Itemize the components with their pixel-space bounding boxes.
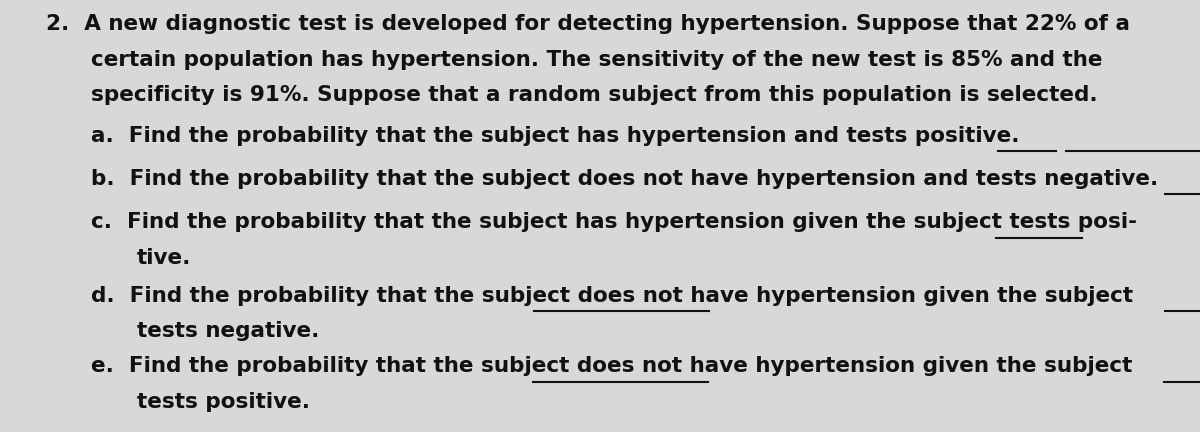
Text: specificity is 91%. Suppose that a random subject from this population is select: specificity is 91%. Suppose that a rando… bbox=[91, 85, 1098, 105]
Text: certain population has hypertension. The sensitivity of the new test is 85% and : certain population has hypertension. The… bbox=[91, 50, 1103, 70]
Text: tests positive.: tests positive. bbox=[137, 392, 310, 412]
Text: e.  Find the probability that the subject does not have hypertension given the s: e. Find the probability that the subject… bbox=[91, 356, 1133, 376]
Text: tests negative.: tests negative. bbox=[137, 321, 319, 341]
Text: 2.  A new diagnostic test is developed for detecting hypertension. Suppose that : 2. A new diagnostic test is developed fo… bbox=[46, 14, 1129, 34]
Text: tive.: tive. bbox=[137, 248, 191, 267]
Text: d.  Find the probability that the subject does not have hypertension given the s: d. Find the probability that the subject… bbox=[91, 286, 1133, 305]
Text: a.  Find the probability that the subject has hypertension and tests positive.: a. Find the probability that the subject… bbox=[91, 126, 1020, 146]
Text: c.  Find the probability that the subject has hypertension given the subject tes: c. Find the probability that the subject… bbox=[91, 212, 1138, 232]
Text: b.  Find the probability that the subject does not have hypertension and tests n: b. Find the probability that the subject… bbox=[91, 169, 1158, 189]
